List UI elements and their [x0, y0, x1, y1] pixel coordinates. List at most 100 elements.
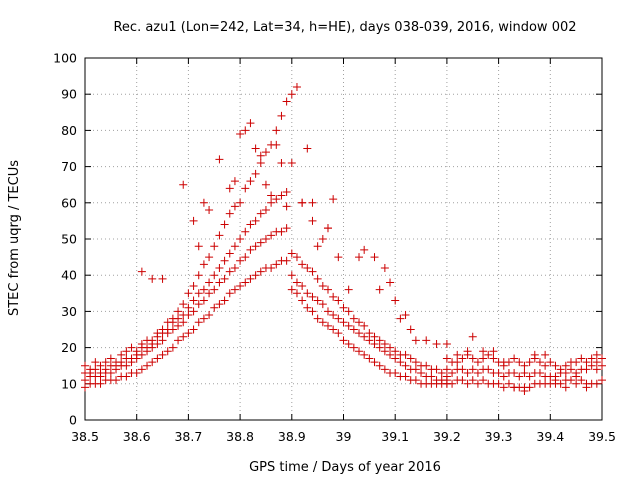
data-point: [427, 372, 436, 381]
data-point: [132, 347, 141, 356]
data-point: [329, 325, 338, 334]
data-point: [251, 271, 260, 280]
data-point: [499, 383, 508, 392]
data-point: [251, 242, 260, 251]
data-point: [484, 350, 493, 359]
data-point: [484, 365, 493, 374]
data-point: [230, 263, 239, 272]
data-point: [406, 354, 415, 363]
data-point: [272, 126, 281, 135]
data-point: [515, 372, 524, 381]
data-point: [230, 285, 239, 294]
data-point: [174, 307, 183, 316]
x-tick-label: 38.5: [71, 429, 99, 444]
data-point: [256, 151, 265, 160]
data-point: [236, 130, 245, 139]
data-point: [215, 231, 224, 240]
data-point: [453, 358, 462, 367]
x-tick-label: 39.4: [536, 429, 564, 444]
data-point: [473, 358, 482, 367]
data-point: [261, 235, 270, 243]
data-point: [453, 350, 462, 359]
data-point: [163, 329, 172, 338]
data-point: [106, 368, 115, 377]
data-point: [127, 343, 136, 352]
data-point: [277, 158, 286, 167]
y-tick-label: 80: [61, 123, 77, 138]
data-point: [267, 198, 276, 207]
data-point: [489, 354, 498, 363]
data-point: [137, 350, 146, 359]
data-point: [225, 184, 234, 193]
data-point: [168, 325, 177, 334]
data-point: [189, 325, 198, 334]
data-point: [174, 314, 183, 323]
data-point: [592, 379, 601, 388]
data-point: [303, 263, 312, 272]
data-point: [303, 303, 312, 312]
data-point: [344, 307, 353, 316]
data-point: [199, 296, 208, 305]
data-point: [442, 339, 451, 348]
data-point: [582, 365, 591, 374]
data-point: [282, 224, 291, 233]
data-point: [525, 372, 534, 381]
data-point: [510, 383, 519, 392]
data-point: [370, 339, 379, 348]
data-point: [360, 321, 369, 330]
data-point: [277, 111, 286, 120]
data-point: [535, 368, 544, 377]
data-point: [251, 169, 260, 178]
data-point: [210, 271, 219, 280]
data-point: [256, 267, 265, 276]
data-point: [225, 289, 234, 298]
data-point: [267, 191, 276, 200]
data-point: [334, 329, 343, 338]
data-point: [401, 372, 410, 381]
data-point: [386, 343, 395, 352]
data-point: [572, 358, 581, 367]
data-point: [184, 329, 193, 338]
data-point: [339, 336, 348, 345]
data-point: [236, 256, 245, 265]
data-point: [292, 278, 301, 287]
data-point: [520, 361, 529, 370]
data-point: [292, 82, 301, 91]
x-tick-label: 38.9: [278, 429, 306, 444]
data-point: [592, 358, 601, 367]
data-point: [375, 336, 384, 345]
data-point: [215, 155, 224, 164]
data-point: [272, 260, 281, 269]
data-point: [148, 274, 157, 283]
data-point: [246, 119, 255, 128]
data-point: [515, 358, 524, 367]
data-point: [401, 361, 410, 370]
data-point: [251, 144, 260, 153]
data-point: [360, 245, 369, 254]
data-point: [344, 339, 353, 348]
data-point: [473, 368, 482, 377]
x-tick-label: 38.8: [226, 429, 254, 444]
data-point: [287, 90, 296, 99]
data-point: [215, 278, 224, 287]
data-point: [380, 263, 389, 272]
data-point: [308, 292, 317, 301]
y-tick-label: 90: [61, 87, 77, 102]
data-point: [174, 321, 183, 330]
data-point: [101, 358, 110, 367]
data-point: [241, 227, 250, 236]
data-point: [194, 271, 203, 280]
data-point: [391, 368, 400, 377]
data-point: [282, 256, 291, 265]
data-point: [530, 350, 539, 359]
data-point: [499, 372, 508, 381]
data-point: [96, 372, 105, 381]
data-point: [375, 343, 384, 352]
data-point: [137, 365, 146, 374]
data-point: [561, 383, 570, 392]
data-point: [339, 303, 348, 312]
data-point: [411, 376, 420, 385]
data-point: [323, 285, 332, 294]
data-point: [298, 198, 307, 207]
